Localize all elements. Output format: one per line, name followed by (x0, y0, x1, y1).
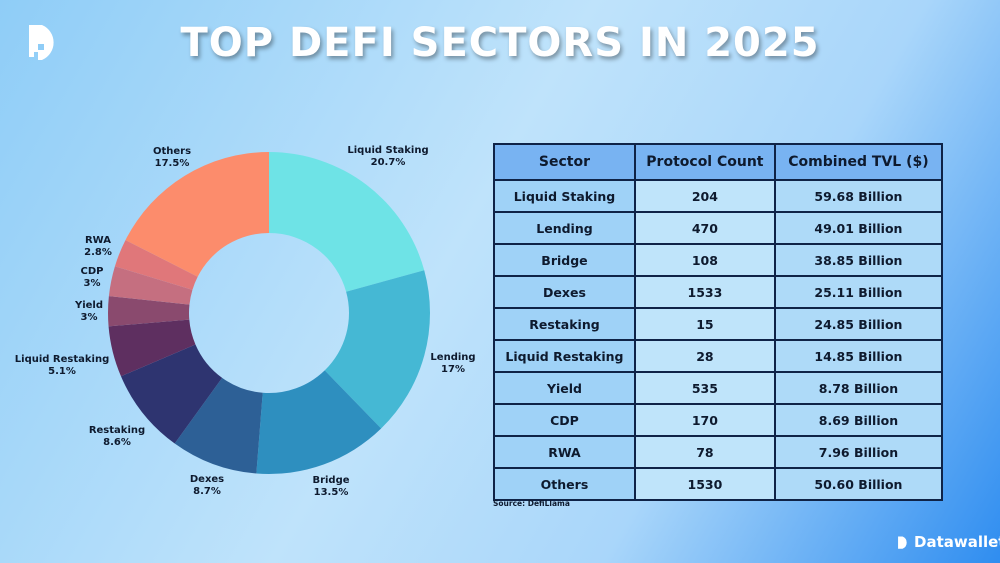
donut-slice-bridge (256, 370, 382, 474)
slice-label: Lending (430, 352, 475, 363)
donut-slice-lending (324, 270, 431, 429)
donut-slice-restaking (120, 344, 223, 444)
slice-percent: 3% (81, 312, 98, 323)
table-row: Liquid Restaking 28 14.85 Billion (493, 339, 944, 373)
table-row: Yield 535 8.78 Billion (493, 371, 944, 405)
table-cell: 108 (633, 243, 776, 277)
table-cell: 28 (633, 339, 776, 373)
table-cell: Liquid Restaking (493, 339, 636, 373)
table-row: Others 1530 50.60 Billion (493, 467, 944, 501)
donut-slice-yield (108, 296, 190, 327)
donut-slice-others (125, 152, 269, 277)
table-cell: 14.85 Billion (773, 339, 944, 373)
column-header: Protocol Count (633, 143, 776, 181)
table-cell: 38.85 Billion (773, 243, 944, 277)
table-cell: 204 (633, 179, 776, 213)
slice-percent: 20.7% (371, 157, 406, 168)
table-cell: 1530 (633, 467, 776, 501)
slice-label: Dexes (190, 474, 224, 485)
datawallet-logo-icon (898, 536, 907, 549)
brand-name: Datawallet (914, 533, 1000, 551)
slice-percent: 8.6% (103, 437, 131, 448)
table-cell: 15 (633, 307, 776, 341)
donut-slice-rwa (114, 240, 198, 290)
column-header: Combined TVL ($) (773, 143, 944, 181)
table-cell: 1533 (633, 275, 776, 309)
datawallet-logo-icon (29, 25, 54, 60)
slice-percent: 17% (441, 364, 465, 375)
table-cell: 25.11 Billion (773, 275, 944, 309)
table-cell: Liquid Staking (493, 179, 636, 213)
slice-label: Liquid Restaking (15, 354, 109, 365)
table-cell: 50.60 Billion (773, 467, 944, 501)
table-cell: Lending (493, 211, 636, 245)
table-cell: 8.78 Billion (773, 371, 944, 405)
table-cell: 170 (633, 403, 776, 437)
slice-percent: 17.5% (155, 158, 190, 169)
slice-label: RWA (85, 235, 111, 246)
table-cell: Yield (493, 371, 636, 405)
table-cell: 24.85 Billion (773, 307, 944, 341)
table-row: Restaking 15 24.85 Billion (493, 307, 944, 341)
table-cell: Dexes (493, 275, 636, 309)
donut-slice-dexes (174, 377, 263, 474)
table-row: CDP 170 8.69 Billion (493, 403, 944, 437)
donut-slice-liquid-staking (269, 152, 425, 292)
table-cell: Restaking (493, 307, 636, 341)
table-cell: 7.96 Billion (773, 435, 944, 469)
slice-label: Liquid Staking (347, 145, 428, 156)
donut-slice-liquid-restaking (108, 319, 196, 377)
table-cell: Others (493, 467, 636, 501)
sectors-table: Sector Protocol Count Combined TVL ($) Liq… (493, 143, 944, 501)
table-row: Lending 470 49.01 Billion (493, 211, 944, 245)
table-row: Bridge 108 38.85 Billion (493, 243, 944, 277)
slice-label: Bridge (312, 475, 349, 486)
slice-percent: 13.5% (314, 487, 349, 498)
column-header: Sector (493, 143, 636, 181)
table-cell: 8.69 Billion (773, 403, 944, 437)
slice-label: CDP (81, 266, 104, 277)
table-row: RWA 78 7.96 Billion (493, 435, 944, 469)
table-cell: 535 (633, 371, 776, 405)
brand-logo: Datawallet (897, 533, 1000, 551)
table-cell: 78 (633, 435, 776, 469)
slice-label: Others (153, 146, 191, 157)
table-row: Liquid Staking 204 59.68 Billion (493, 179, 944, 213)
donut-slice-cdp (108, 266, 193, 305)
table-cell: Bridge (493, 243, 636, 277)
table-cell: RWA (493, 435, 636, 469)
table-cell: CDP (493, 403, 636, 437)
slice-percent: 3% (84, 278, 101, 289)
slice-label: Restaking (89, 425, 145, 436)
slice-percent: 5.1% (48, 366, 76, 377)
slice-percent: 8.7% (193, 486, 221, 497)
slice-label: Yield (74, 300, 103, 311)
table-cell: 49.01 Billion (773, 211, 944, 245)
slice-percent: 2.8% (84, 247, 112, 258)
source-note: Source: DefiLlama (493, 499, 570, 508)
page-title: TOP DEFI SECTORS IN 2025 (180, 20, 820, 66)
table-row: Dexes 1533 25.11 Billion (493, 275, 944, 309)
table-cell: 470 (633, 211, 776, 245)
table-cell: 59.68 Billion (773, 179, 944, 213)
